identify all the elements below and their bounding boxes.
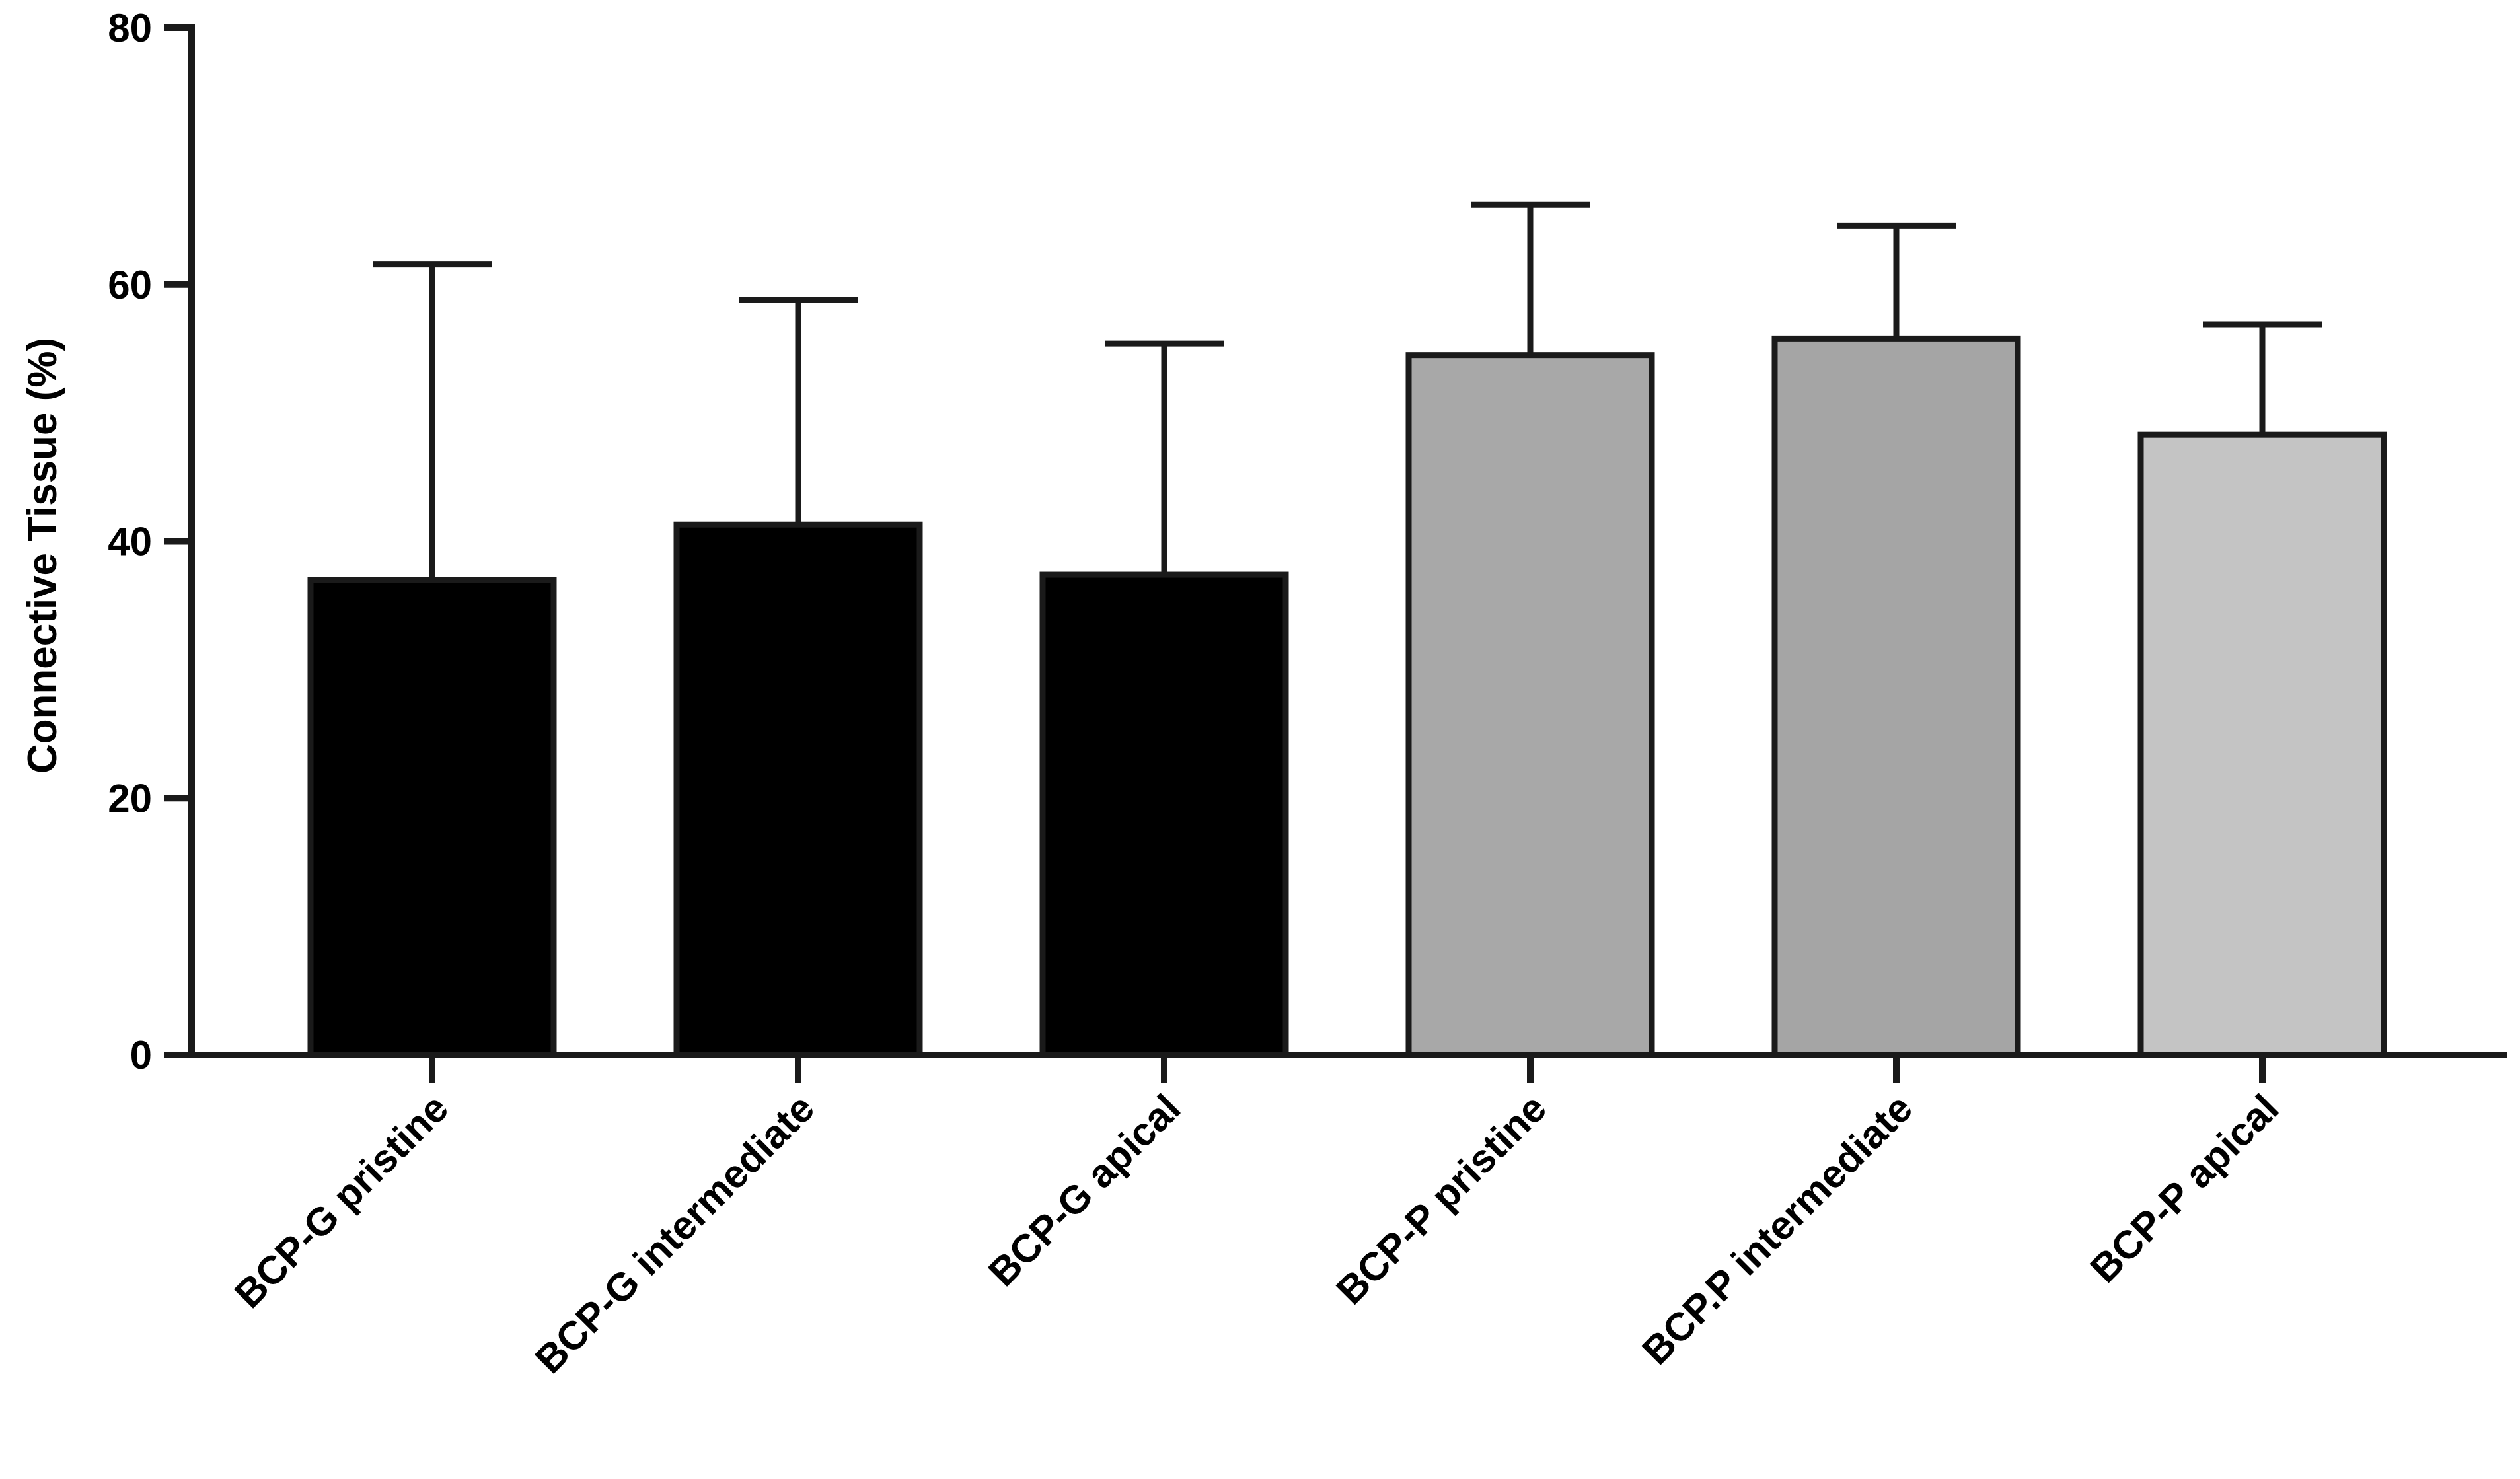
x-tick-label-0: BCP-G pristine (226, 1086, 457, 1317)
bar-1 (673, 521, 923, 1058)
x-tick-label-5: BCP-P apical (2082, 1086, 2287, 1291)
x-tick-label-1: BCP-G intermediate (527, 1086, 823, 1382)
x-ticks-layer: BCP-G pristine BCP-G intermediate BCP-G ap… (226, 1055, 2287, 1382)
bar-4 (1771, 335, 2021, 1058)
bar-2 (1039, 571, 1289, 1058)
y-tick-label-0: 0 (130, 1033, 152, 1077)
x-tick-label-2: BCP-G apical (980, 1086, 1189, 1295)
y-tick-label-4: 80 (108, 6, 152, 50)
bar-5 (2137, 431, 2387, 1058)
x-tick-label-4: BCP.P intermediate (1633, 1086, 1921, 1373)
error-bars-layer (373, 201, 2322, 580)
y-tick-label-2: 40 (108, 520, 152, 564)
bar-0 (307, 577, 557, 1058)
x-tick-label-3: BCP-P pristine (1328, 1086, 1555, 1313)
y-ticks-layer: 0 20 40 60 80 (108, 6, 192, 1077)
bar-3 (1405, 352, 1655, 1058)
y-tick-label-3: 60 (108, 263, 152, 307)
bars-layer (307, 335, 2387, 1058)
y-tick-label-1: 20 (108, 776, 152, 820)
y-axis-title: Connective Tissue (%) (20, 338, 65, 774)
